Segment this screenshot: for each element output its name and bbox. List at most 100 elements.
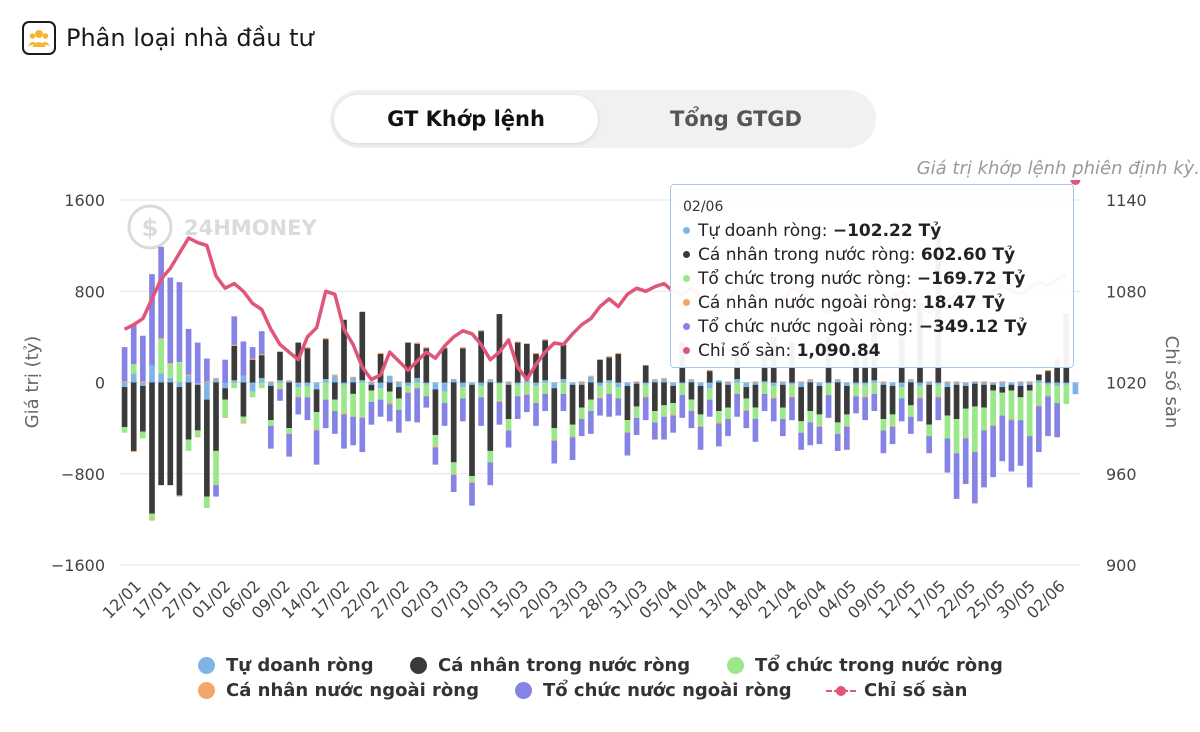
tooltip-row-to-chuc-trong-nuoc: Tổ chức trong nước ròng: −169.72 Tỷ	[683, 267, 1061, 291]
bar-segment	[1008, 419, 1015, 421]
bar-segment	[917, 382, 923, 386]
tooltip-dot	[683, 298, 690, 306]
bar-segment	[1036, 382, 1042, 406]
y2-tick-label: 900	[1106, 556, 1137, 575]
bar-segment	[953, 382, 960, 385]
bar-segment	[889, 414, 896, 426]
bar-segment	[377, 352, 384, 354]
bar-segment	[944, 415, 951, 439]
bar-segment	[825, 383, 832, 396]
bar-segment	[807, 422, 814, 446]
bar-segment	[880, 419, 887, 431]
bar-segment	[1045, 384, 1051, 397]
bar-segment	[496, 400, 503, 402]
bar-segment	[652, 422, 658, 440]
bar-segment	[816, 382, 823, 386]
bar-segment	[277, 380, 283, 383]
bar-segment	[661, 405, 667, 417]
svg-text:24HMONEY: 24HMONEY	[184, 216, 317, 240]
bar-segment	[121, 426, 128, 433]
bar-segment	[1017, 381, 1024, 383]
legend-dot	[727, 657, 744, 674]
legend-item-to-chuc-nuoc-ngoai[interactable]: Tổ chức nước ngoài ròng	[515, 680, 792, 701]
bar-segment	[642, 397, 649, 421]
bar-segment	[277, 389, 283, 401]
legend-label: Tổ chức trong nước ròng	[755, 655, 1003, 676]
tooltip-value: 602.60 Tỷ	[920, 245, 1016, 265]
bar-segment	[716, 380, 722, 383]
bar-segment	[332, 399, 338, 412]
bar-segment	[597, 382, 603, 386]
bar-segment	[789, 397, 795, 421]
tooltip-value: 1,090.84	[796, 341, 881, 361]
bar-segment	[880, 384, 887, 419]
bar-segment	[972, 383, 978, 407]
bar-segment	[185, 374, 192, 376]
bar-segment	[990, 424, 996, 426]
bar-segment	[359, 416, 366, 418]
bar-segment	[350, 393, 356, 417]
bar-segment	[880, 381, 887, 383]
bar-segment	[962, 438, 969, 485]
bar-segment	[258, 331, 265, 354]
legend-item-chi-so-san[interactable]: Chỉ số sàn	[826, 680, 967, 701]
legend-dot	[198, 657, 215, 674]
bar-segment	[898, 382, 905, 388]
bar-segment	[606, 380, 612, 383]
bar-segment	[286, 433, 292, 457]
tooltip-dot	[683, 346, 690, 354]
bar-segment	[569, 437, 576, 461]
bar-segment	[313, 430, 320, 465]
legend-item-tu-doanh[interactable]: Tự doanh ròng	[198, 655, 374, 676]
bar-segment	[578, 407, 585, 419]
legend-label: Tự doanh ròng	[226, 655, 374, 676]
bar-segment	[652, 380, 658, 383]
bar-segment	[615, 398, 622, 416]
bar-segment	[313, 412, 320, 430]
bar-segment	[441, 382, 448, 392]
tooltip-dot	[683, 274, 690, 282]
bar-segment	[972, 381, 978, 383]
bar-segment	[990, 384, 996, 391]
bar-segment	[917, 397, 923, 399]
bar-segment	[386, 391, 393, 404]
bar-segment	[780, 384, 786, 408]
bar-segment	[222, 399, 228, 417]
bar-segment	[204, 399, 210, 497]
bar-segment	[185, 328, 192, 375]
bar-segment	[807, 379, 814, 381]
bar-segment	[469, 481, 475, 483]
bar-segment	[414, 388, 420, 423]
bar-segment	[524, 395, 530, 413]
bar-segment	[633, 382, 640, 384]
legend-item-ca-nhan-trong-nuoc[interactable]: Cá nhân trong nước ròng	[410, 655, 690, 676]
tab-tong-gtgd[interactable]: Tổng GTGD	[670, 107, 802, 131]
bar-segment	[588, 375, 594, 377]
bar-segment	[761, 381, 768, 383]
bar-segment	[524, 393, 530, 396]
bar-segment	[213, 379, 219, 383]
bar-segment	[496, 401, 503, 425]
bar-segment	[1026, 436, 1033, 488]
bar-segment	[972, 406, 978, 453]
bar-segment	[725, 382, 731, 385]
tab-gt-khop-lenh[interactable]: GT Khớp lệnh	[334, 95, 598, 143]
chart-subtitle: Giá trị khớp lệnh phiên định kỳ.	[916, 158, 1200, 179]
bar-segment	[908, 380, 914, 383]
bar-segment	[450, 379, 457, 383]
bar-segment	[158, 338, 164, 340]
bar-segment	[780, 382, 786, 385]
legend-item-to-chuc-trong-nuoc[interactable]: Tổ chức trong nước ròng	[727, 655, 1003, 676]
bar-segment	[962, 382, 969, 386]
bar-segment	[313, 429, 320, 431]
bar-segment	[752, 382, 759, 385]
bar-segment	[642, 396, 649, 398]
legend-line-marker	[826, 684, 856, 698]
bar-segment	[460, 348, 466, 383]
bar-segment	[359, 382, 366, 417]
bar-segment	[569, 436, 576, 438]
legend-item-ca-nhan-nuoc-ngoai[interactable]: Cá nhân nước ngoài ròng	[198, 680, 479, 701]
bar-segment	[697, 425, 704, 427]
view-toggle: GT Khớp lệnh Tổng GTGD	[330, 90, 876, 148]
tooltip-dot	[683, 322, 690, 330]
